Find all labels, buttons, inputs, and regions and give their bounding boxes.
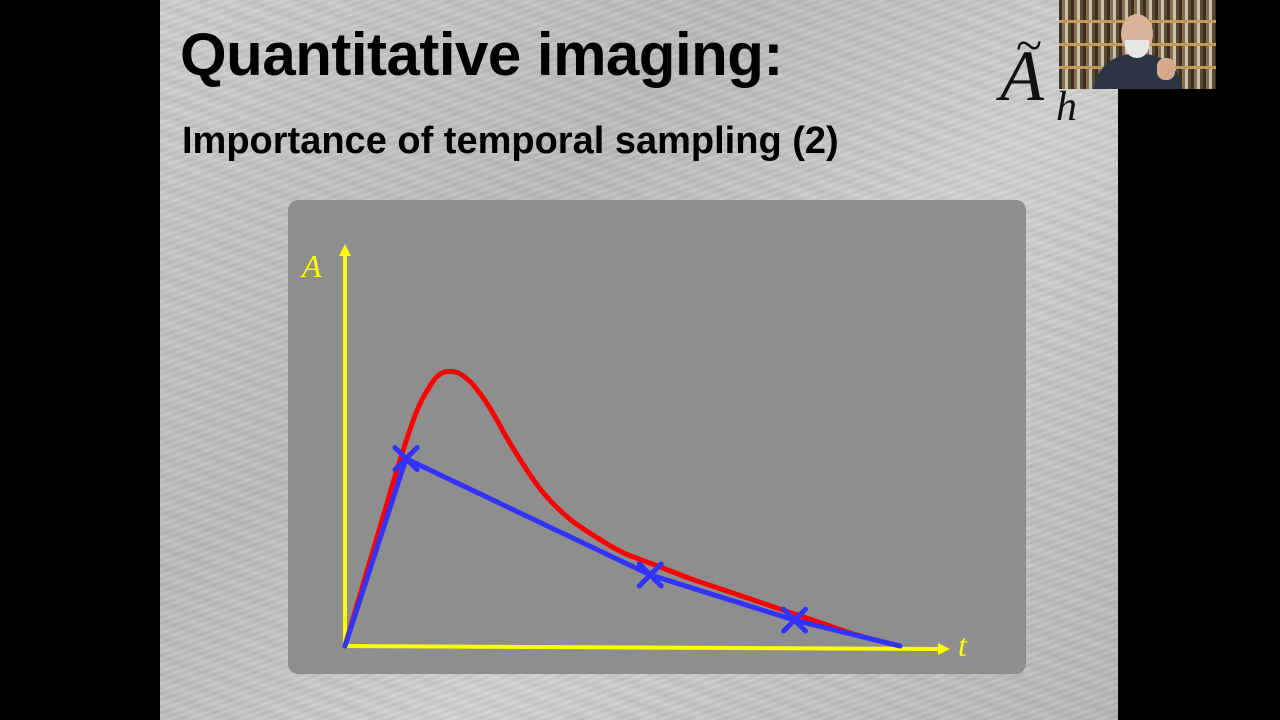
a-tilde-h-logo: A ~ h — [1000, 19, 1100, 135]
slide: Quantitative imaging: Importance of temp… — [160, 0, 1118, 720]
x-axis-label: t — [958, 627, 968, 663]
logo-letter: A — [1000, 36, 1044, 116]
presenter-beard — [1125, 40, 1149, 58]
x-axis — [342, 642, 950, 655]
logo-subscript: h — [1056, 84, 1077, 130]
sample-point-marker — [781, 606, 809, 634]
logo-tilde: ~ — [1016, 19, 1042, 72]
slide-title: Quantitative imaging: — [180, 21, 783, 88]
series-layer — [342, 368, 903, 649]
sample-point-marker — [392, 445, 420, 473]
presenter-video-icon — [1059, 0, 1216, 89]
sampling-chart: A t — [300, 244, 968, 663]
series-line-0 — [342, 368, 903, 649]
y-axis-label: A — [300, 248, 322, 284]
sample-point-marker — [636, 561, 664, 589]
plot-panel: A t — [288, 200, 1026, 674]
presenter-hand — [1157, 58, 1175, 80]
slide-subtitle: Importance of temporal sampling (2) — [182, 120, 839, 162]
